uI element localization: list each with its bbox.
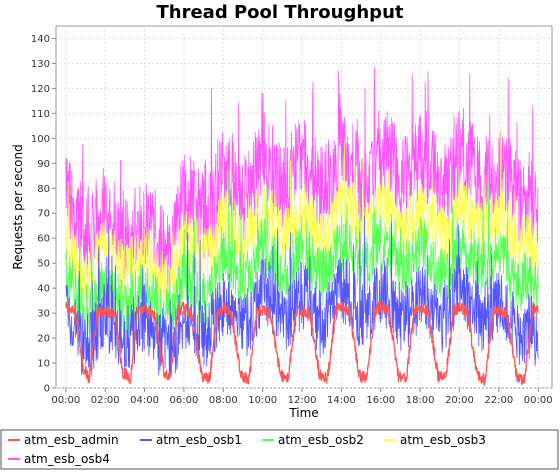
legend-label: atm_esb_osb1: [156, 433, 242, 447]
legend-label: atm_esb_admin: [24, 433, 119, 447]
y-tick-label: 90: [37, 159, 50, 170]
y-tick-label: 0: [44, 384, 50, 395]
y-tick-label: 10: [37, 359, 50, 370]
legend-label: atm_esb_osb2: [278, 433, 364, 447]
series-line-atm_esb_osb1: [65, 215, 539, 376]
series-lines: [65, 67, 539, 387]
x-tick-label: 16:00: [366, 395, 395, 406]
legend-label: atm_esb_osb4: [24, 452, 110, 466]
legend-box: [0, 429, 559, 470]
y-axis-title: Requests per second: [11, 144, 25, 269]
x-tick-label: 20:00: [445, 395, 474, 406]
y-tick-label: 80: [37, 184, 50, 195]
y-axis: 0 10 20 30 40 50 60 70 80 90 100 110 120 130 140: [31, 34, 56, 395]
y-tick-label: 140: [31, 34, 50, 45]
y-tick-label: 50: [37, 259, 50, 270]
series-line-atm_esb_admin: [65, 300, 539, 387]
x-tick-label: 04:00: [130, 395, 159, 406]
x-tick-label: 06:00: [170, 395, 199, 406]
series-line-atm_esb_osb3: [65, 131, 539, 307]
x-tick-label: 08:00: [209, 395, 238, 406]
x-tick-label: 12:00: [288, 395, 317, 406]
x-tick-label: 02:00: [91, 395, 120, 406]
y-tick-label: 60: [37, 234, 50, 245]
y-tick-label: 20: [37, 334, 50, 345]
y-tick-label: 100: [31, 134, 50, 145]
legend-label: atm_esb_osb3: [400, 433, 486, 447]
y-tick-label: 110: [31, 109, 50, 120]
x-tick-label: 10:00: [248, 395, 277, 406]
y-tick-label: 120: [31, 84, 50, 95]
y-tick-label: 40: [37, 284, 50, 295]
chart-title: Thread Pool Throughput: [157, 2, 404, 23]
x-axis: 00:00 02:00 04:00 06:00 08:00 10:00 12:00 14:00…: [51, 388, 553, 406]
x-axis-title: Time: [288, 406, 318, 420]
x-tick-label: 00:00: [51, 395, 80, 406]
x-tick-label: 14:00: [327, 395, 356, 406]
x-tick-label: 22:00: [484, 395, 513, 406]
y-tick-label: 70: [37, 209, 50, 220]
x-tick-label: 18:00: [406, 395, 435, 406]
y-tick-label: 30: [37, 309, 50, 320]
x-tick-label: 00:00: [524, 395, 553, 406]
y-tick-label: 130: [31, 59, 50, 70]
legend: atm_esb_admin atm_esb_osb1 atm_esb_osb2 atm…: [8, 433, 486, 466]
